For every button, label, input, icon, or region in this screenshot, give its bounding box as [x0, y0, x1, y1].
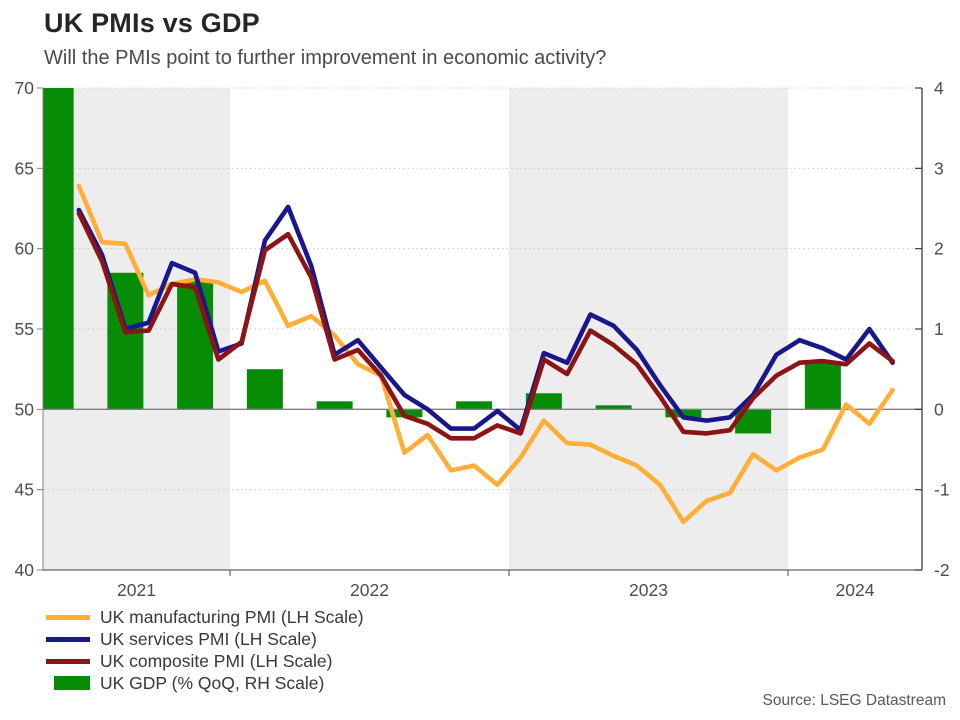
- year-label: 2022: [350, 580, 389, 600]
- left-axis-label: 60: [15, 239, 35, 259]
- legend-item-services: UK services PMI (LH Scale): [46, 628, 364, 650]
- manufacturing-line: [76, 183, 895, 525]
- composite-line: [76, 211, 895, 441]
- left-axis-label: 50: [15, 399, 35, 419]
- legend-label: UK services PMI (LH Scale): [100, 628, 317, 649]
- year-label: 2024: [836, 580, 875, 600]
- year-label: 2023: [629, 580, 668, 600]
- right-axis-label: -2: [934, 560, 950, 580]
- gdp-bar: [456, 401, 493, 410]
- services-line-swatch: [46, 636, 90, 642]
- source-note: Source: LSEG Datastream: [762, 692, 947, 709]
- left-axis-label: 65: [15, 158, 34, 178]
- page-title: UK PMIs vs GDP: [44, 8, 260, 38]
- gdp-bar: [595, 405, 632, 410]
- gdp-bar: [246, 369, 283, 410]
- services-line: [76, 204, 895, 433]
- manufacturing-line-swatch: [46, 614, 90, 620]
- legend-label: UK manufacturing PMI (LH Scale): [100, 606, 364, 627]
- right-axis-label: 2: [934, 239, 944, 259]
- chart-subtitle: Will the PMIs point to further improveme…: [44, 47, 607, 69]
- legend-item-manufacturing: UK manufacturing PMI (LH Scale): [46, 606, 364, 628]
- legend-label: UK composite PMI (LH Scale): [100, 650, 333, 671]
- legend-label: UK GDP (% QoQ, RH Scale): [100, 672, 325, 693]
- legend-item-gdp: UK GDP (% QoQ, RH Scale): [46, 672, 364, 694]
- chart-legend: UK manufacturing PMI (LH Scale) UK servi…: [46, 606, 364, 694]
- year-label: 2021: [117, 580, 156, 600]
- right-axis-label: 0: [934, 399, 944, 419]
- right-axis-label: 1: [934, 319, 944, 339]
- composite-line-swatch: [46, 658, 90, 664]
- gdp-bar: [804, 361, 841, 410]
- gdp-bar: [177, 280, 214, 410]
- gdp-bar: [316, 401, 353, 410]
- gdp-bar-swatch: [54, 676, 90, 690]
- left-axis-label: 45: [15, 480, 34, 500]
- legend-item-composite: UK composite PMI (LH Scale): [46, 650, 364, 672]
- gdp-bar: [525, 393, 562, 410]
- left-axis-label: 70: [15, 78, 35, 98]
- left-axis-label: 55: [15, 319, 34, 339]
- right-axis-label: 3: [934, 158, 944, 178]
- gdp-bar: [43, 88, 74, 410]
- gdp-bar: [665, 409, 702, 418]
- right-axis-label: 4: [934, 78, 944, 98]
- right-axis-label: -1: [934, 480, 950, 500]
- left-axis-label: 40: [15, 560, 35, 580]
